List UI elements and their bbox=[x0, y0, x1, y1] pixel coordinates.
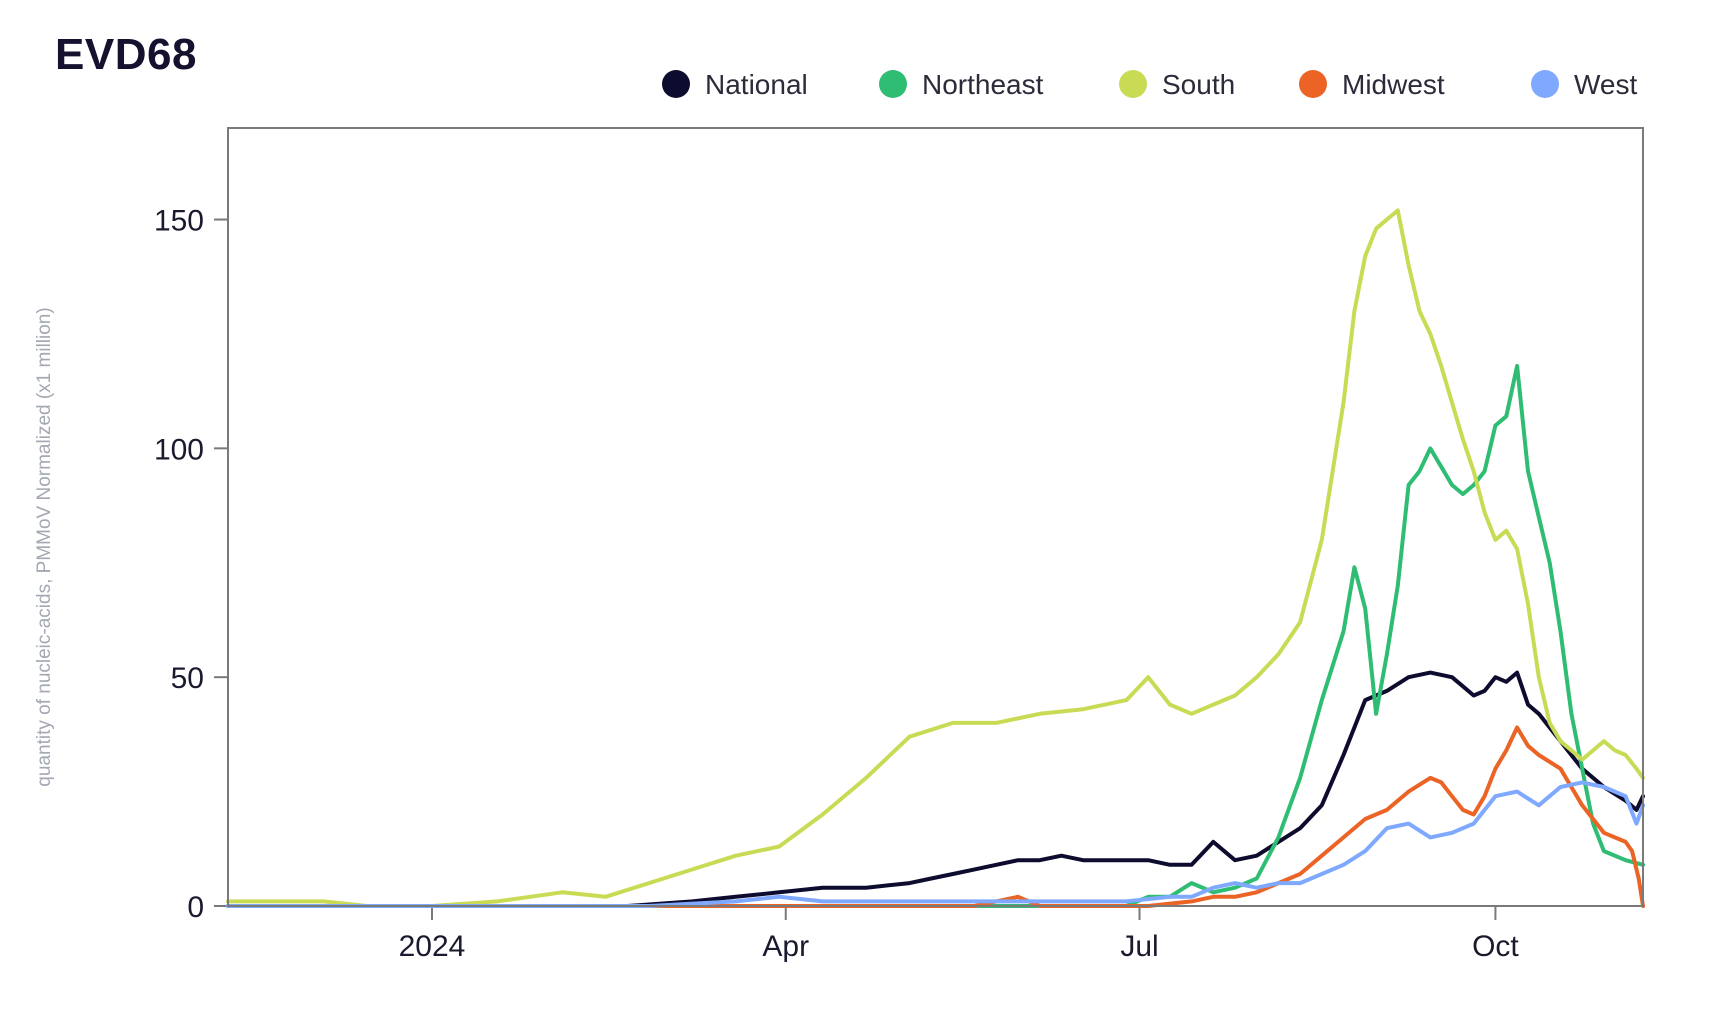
y-tick-label: 150 bbox=[154, 205, 204, 238]
legend-label: Northeast bbox=[922, 69, 1044, 100]
y-tick-label: 0 bbox=[187, 891, 204, 924]
legend-label: South bbox=[1162, 69, 1235, 100]
legend-swatch bbox=[662, 70, 690, 98]
series-line-national bbox=[625, 670, 1645, 908]
legend-item-northeast[interactable]: Northeast bbox=[879, 69, 1044, 100]
legend-label: Midwest bbox=[1342, 69, 1445, 100]
legend-item-national[interactable]: National bbox=[662, 69, 808, 100]
legend: National Northeast South Midwest West bbox=[662, 69, 1637, 100]
legend-item-west[interactable]: West bbox=[1531, 69, 1637, 100]
series-lines bbox=[226, 208, 1645, 908]
chart-title: EVD68 bbox=[55, 30, 197, 79]
plot-frame bbox=[227, 127, 1644, 907]
y-axis-label: quantity of nucleic-acids, PMMoV Normali… bbox=[34, 307, 55, 786]
x-tick-label: Apr bbox=[762, 930, 809, 963]
series-line-south bbox=[226, 208, 1645, 908]
series-line-northeast bbox=[226, 364, 1645, 908]
legend-swatch bbox=[1119, 70, 1147, 98]
legend-item-south[interactable]: South bbox=[1119, 69, 1235, 100]
series-line-west bbox=[226, 780, 1645, 908]
legend-swatch bbox=[1531, 70, 1559, 98]
legend-swatch bbox=[879, 70, 907, 98]
legend-label: West bbox=[1574, 69, 1637, 100]
x-tick-label: Oct bbox=[1472, 930, 1519, 963]
legend-swatch bbox=[1299, 70, 1327, 98]
axis-ticks bbox=[214, 218, 1497, 920]
tick-labels: 0 50 100 150 2024 Apr Jul Oct bbox=[154, 205, 1519, 963]
y-tick-label: 100 bbox=[154, 433, 204, 466]
y-tick-label: 50 bbox=[171, 662, 204, 695]
legend-label: National bbox=[705, 69, 808, 100]
x-tick-label: 2024 bbox=[399, 930, 466, 963]
legend-item-midwest[interactable]: Midwest bbox=[1299, 69, 1445, 100]
x-tick-label: Jul bbox=[1120, 930, 1158, 963]
